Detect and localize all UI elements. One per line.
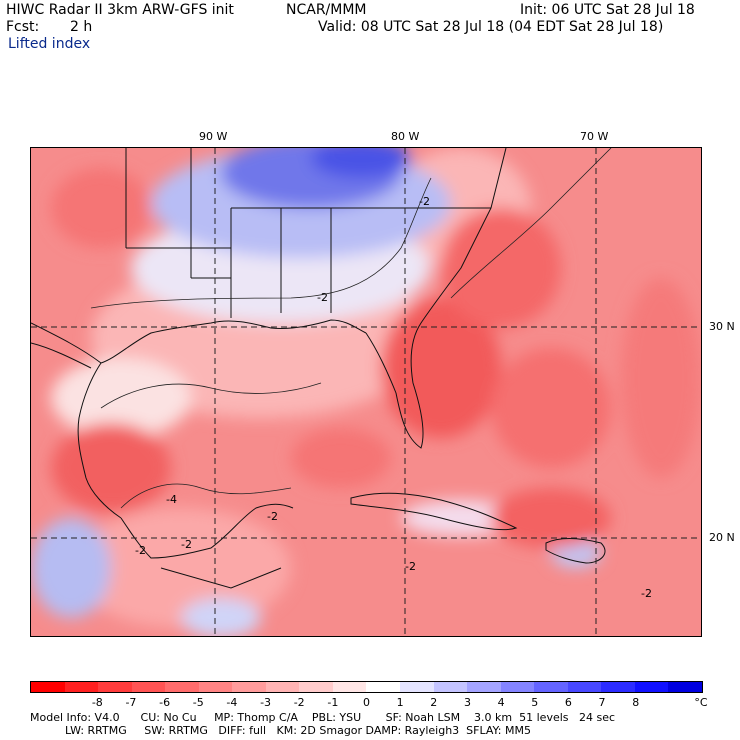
region-gulf-west-red xyxy=(51,423,171,513)
contour-label: -2 xyxy=(135,544,146,557)
colorbar-swatch xyxy=(165,682,199,692)
region-cuba-white xyxy=(401,500,521,536)
colorbar-swatch xyxy=(64,682,99,692)
region-ohio-deepblue xyxy=(311,148,411,178)
region-florida-red xyxy=(381,298,501,438)
colorbar-swatch xyxy=(400,682,434,692)
colorbar-tick-label: 5 xyxy=(531,696,539,709)
colorbar-swatch xyxy=(634,682,669,692)
colorbar-tick-label: -2 xyxy=(293,696,305,709)
contour-lines xyxy=(90,148,612,509)
colorbar-tick-label: -7 xyxy=(125,696,137,709)
colorbar-tick-label: 8 xyxy=(632,696,640,709)
colorbar-swatch xyxy=(601,682,635,692)
init-time: Init: 06 UTC Sat 28 Jul 18 xyxy=(520,2,695,18)
region-atlantic-red xyxy=(441,208,561,328)
forecast-hour: 2 h xyxy=(70,19,93,35)
colorbar-swatch xyxy=(567,682,602,692)
grid-lines xyxy=(31,148,701,636)
contour-west xyxy=(100,382,322,409)
contour-atlantic xyxy=(450,148,612,299)
texas-coast xyxy=(77,362,122,519)
contour-southeast xyxy=(90,177,432,309)
coastlines xyxy=(31,148,606,589)
state-borders xyxy=(125,148,491,318)
cuba-outline xyxy=(350,492,518,531)
colorbar-swatch xyxy=(500,682,535,692)
region-caribbean-red xyxy=(491,488,611,548)
colorbar-tick-label: 7 xyxy=(598,696,606,709)
field-name: Lifted index xyxy=(8,36,91,52)
colorbar-swatch xyxy=(433,682,468,692)
region-texas-white xyxy=(51,358,191,438)
colorbar-tick-label: 4 xyxy=(497,696,505,709)
colorbar xyxy=(30,681,703,693)
colorbar-tick-label: -5 xyxy=(192,696,204,709)
lon-label-70w: 70 W xyxy=(580,130,609,143)
colorbar-swatch xyxy=(467,682,501,692)
mexico-border xyxy=(31,342,282,589)
region-east-red xyxy=(621,278,701,478)
colorbar-tick-label: -8 xyxy=(91,696,103,709)
region-mexico-red xyxy=(51,168,151,248)
colorbar-tick-label: -3 xyxy=(260,696,272,709)
colorbar-swatch xyxy=(98,682,132,692)
valid-time: Valid: 08 UTC Sat 28 Jul 18 (04 EDT Sat … xyxy=(318,19,664,35)
colorbar-swatch xyxy=(668,682,702,692)
forecast-label: Fcst: xyxy=(6,19,40,35)
colorbar-swatch xyxy=(31,682,65,692)
lifted-index-map: -2 -2 -2 -2 -2 -2 -2 -4 xyxy=(30,147,702,637)
colorbar-tick-label: 0 xyxy=(363,696,370,709)
lon-label-90w: 90 W xyxy=(199,130,228,143)
model-info-line1: Model Info: V4.0 CU: No Cu MP: Thomp C/A… xyxy=(30,711,616,724)
colorbar-swatch xyxy=(534,682,568,692)
region-gulf-yucatan-red xyxy=(291,428,391,488)
contour-label: -2 xyxy=(317,291,328,304)
colorbar-swatch xyxy=(131,682,166,692)
colorbar-swatch xyxy=(366,682,401,692)
contour-label: -4 xyxy=(166,493,177,506)
model-info-line2: LW: RRTMG SW: RRTMG DIFF: full KM: 2D Sm… xyxy=(30,724,531,737)
contour-label: -2 xyxy=(419,195,430,208)
colorbar-swatch xyxy=(232,682,266,692)
map-svg: -2 -2 -2 -2 -2 -2 -2 -4 xyxy=(31,148,701,636)
colorbar-tick-label: 6 xyxy=(564,696,572,709)
contour-label: -2 xyxy=(181,538,192,551)
mexico-gulf-coast xyxy=(120,503,294,559)
lon-label-80w: 80 W xyxy=(391,130,420,143)
colorbar-unit: °C xyxy=(694,696,708,709)
lat-label-20n: 20 N xyxy=(709,531,735,544)
field-shading xyxy=(31,148,701,636)
region-chiapas-blue xyxy=(181,598,261,636)
colorbar-swatch xyxy=(299,682,333,692)
organization: NCAR/MMM xyxy=(286,2,367,18)
contour-label: -2 xyxy=(405,560,416,573)
colorbar-tick-label: -6 xyxy=(159,696,171,709)
colorbar-tick-label: -1 xyxy=(327,696,339,709)
colorbar-swatch xyxy=(332,682,367,692)
colorbar-tick-label: 2 xyxy=(430,696,438,709)
contour-mexico xyxy=(120,483,292,509)
florida-coast xyxy=(365,148,507,449)
colorbar-tick-label: 3 xyxy=(463,696,471,709)
colorbar-tick-label: -4 xyxy=(226,696,238,709)
region-pacific-blue xyxy=(31,518,111,618)
colorbar-tick-label: 1 xyxy=(396,696,404,709)
region-bahamas-red xyxy=(491,348,611,468)
us-gulf-coast xyxy=(31,319,367,364)
model-title: HIWC Radar II 3km ARW-GFS init xyxy=(6,2,234,18)
colorbar-swatch xyxy=(198,682,233,692)
contour-label: -2 xyxy=(641,587,652,600)
contour-label: -2 xyxy=(267,510,278,523)
lat-label-30n: 30 N xyxy=(709,320,735,333)
hispaniola-outline xyxy=(545,538,606,564)
colorbar-swatch xyxy=(265,682,300,692)
